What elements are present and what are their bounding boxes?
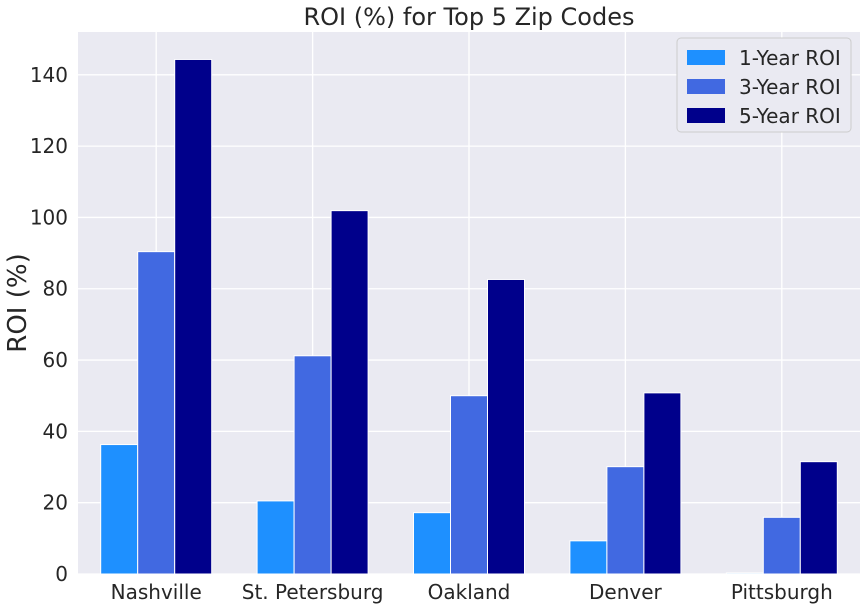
legend-swatch: [687, 50, 725, 65]
legend-swatch: [687, 108, 725, 123]
bar: [330, 210, 369, 575]
y-tick-label: 140: [30, 63, 68, 87]
bar: [174, 58, 213, 575]
x-tick-label: Denver: [589, 580, 663, 604]
bar: [643, 392, 682, 575]
x-tick-labels: Nashville St. Petersburg Oakland Denver Pitt…: [111, 580, 833, 604]
y-tick-labels: 0 20 40 60 80 100 120 140: [30, 63, 68, 586]
y-axis-label: ROI (%): [3, 253, 33, 352]
y-tick-label: 120: [30, 134, 68, 158]
bar: [799, 461, 838, 575]
bar: [450, 395, 488, 575]
bar: [413, 512, 451, 575]
y-tick-label: 60: [43, 348, 68, 372]
legend-label: 5-Year ROI: [739, 104, 841, 128]
x-tick-label: Pittsburgh: [731, 580, 833, 604]
bar: [762, 516, 801, 575]
x-tick-label: Oakland: [428, 580, 511, 604]
legend-swatch: [687, 79, 725, 94]
bar: [606, 466, 645, 575]
legend-label: 3-Year ROI: [739, 75, 841, 99]
legend-label: 1-Year ROI: [739, 46, 841, 70]
y-tick-label: 80: [43, 277, 68, 301]
x-tick-label: St. Petersburg: [242, 580, 384, 604]
bar: [487, 278, 525, 575]
bar: [100, 444, 139, 575]
y-tick-label: 40: [43, 419, 68, 443]
y-tick-label: 20: [43, 491, 68, 515]
y-tick-label: 100: [30, 205, 68, 229]
legend: 1-Year ROI 3-Year ROI 5-Year ROI: [676, 37, 852, 133]
y-tick-label: 0: [55, 562, 68, 586]
bars-group: [100, 58, 838, 575]
bar: [137, 251, 176, 575]
x-tick-label: Nashville: [111, 580, 202, 604]
bar: [725, 572, 764, 575]
bar: [293, 355, 332, 575]
bar: [569, 540, 608, 575]
bar: [256, 500, 295, 575]
chart-title: ROI (%) for Top 5 Zip Codes: [303, 3, 634, 31]
